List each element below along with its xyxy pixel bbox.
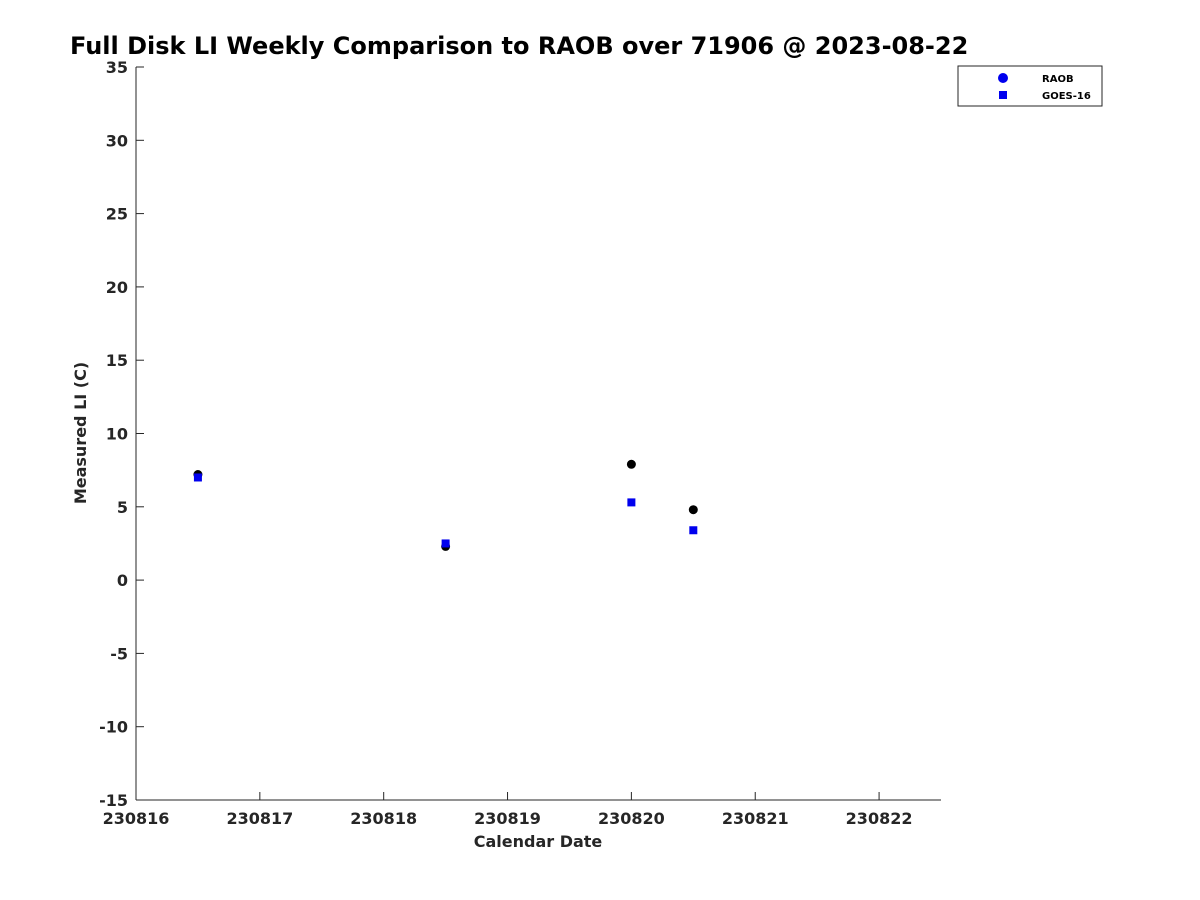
y-tick-label: -5 <box>110 644 128 663</box>
y-tick-label: 10 <box>106 425 128 444</box>
legend-box <box>957 65 1103 107</box>
y-tick-label: 30 <box>106 131 128 150</box>
legend: RAOB GOES-16 <box>957 65 1103 107</box>
y-tick-label: 5 <box>117 498 128 517</box>
data-points <box>193 459 698 551</box>
goes16-point <box>689 526 698 535</box>
chart-title: Full Disk LI Weekly Comparison to RAOB o… <box>70 32 968 60</box>
y-tick-label: 35 <box>106 58 128 77</box>
legend-marker-raob <box>998 73 1008 83</box>
x-axis-ticks: 230816 230817 230818 230819 230820 230821 2308… <box>103 792 913 828</box>
y-tick-label: 20 <box>106 278 128 297</box>
x-tick-label: 230820 <box>598 809 665 828</box>
y-tick-label: -15 <box>99 791 128 810</box>
legend-marker-goes16 <box>999 91 1007 99</box>
goes16-point <box>627 498 636 507</box>
x-tick-label: 230822 <box>846 809 913 828</box>
x-tick-label: 230816 <box>103 809 170 828</box>
y-tick-label: -10 <box>99 718 128 737</box>
plot-area <box>136 67 941 800</box>
x-tick-label: 230818 <box>350 809 417 828</box>
x-tick-label: 230817 <box>226 809 293 828</box>
raob-point <box>626 459 636 469</box>
y-tick-label: 15 <box>106 351 128 370</box>
y-tick-label: 0 <box>117 571 128 590</box>
goes16-point <box>193 473 202 482</box>
legend-label: RAOB <box>1042 74 1074 85</box>
raob-point <box>688 505 698 515</box>
legend-label: GOES-16 <box>1042 91 1091 102</box>
x-axis-label: Calendar Date <box>474 832 603 851</box>
y-axis-ticks: 35 30 25 20 15 10 5 0 -5 -10 -15 <box>99 58 144 810</box>
y-axis-label: Measured LI (C) <box>71 362 90 504</box>
y-tick-label: 25 <box>106 205 128 224</box>
x-tick-label: 230821 <box>722 809 789 828</box>
x-tick-label: 230819 <box>474 809 541 828</box>
goes16-point <box>441 539 450 548</box>
